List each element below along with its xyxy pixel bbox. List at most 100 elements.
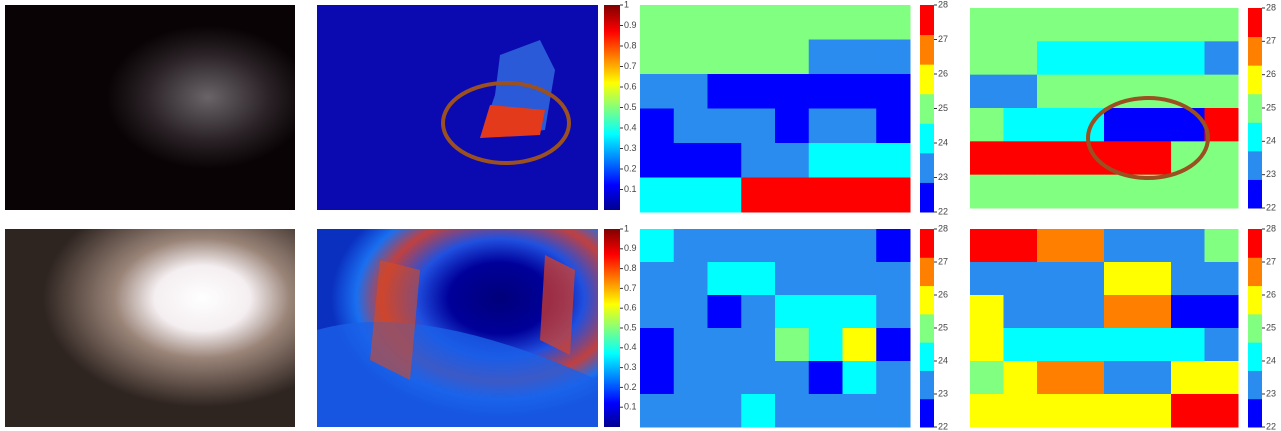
- heatmap-cell: [1205, 8, 1239, 42]
- heatmap-cell: [809, 109, 843, 144]
- tick-label: 0.7: [624, 61, 637, 71]
- heatmap-cell: [970, 8, 1004, 42]
- photo: [5, 229, 295, 427]
- tick-label: 1: [624, 223, 629, 233]
- colorbar-band: [1248, 122, 1262, 151]
- colorbar-band: [1248, 229, 1262, 258]
- heatmap-cell: [970, 328, 1004, 362]
- heatmap-cell: [1104, 295, 1138, 329]
- heatmap-cell: [876, 40, 910, 75]
- tick-label: 27: [938, 34, 948, 44]
- colorbar-band: [920, 342, 934, 371]
- heatmap-cell: [1037, 262, 1071, 296]
- colorbar-band: [920, 286, 934, 315]
- tick-label: 24: [938, 137, 948, 147]
- colorbar-band: [920, 399, 934, 428]
- heatmap-cell: [1004, 295, 1038, 329]
- heatmap-cell: [809, 394, 843, 428]
- heatmap-cell: [1171, 361, 1205, 395]
- tick-label: 22: [1266, 202, 1276, 212]
- heatmap-cell: [708, 361, 742, 395]
- colorbar-band: [920, 64, 934, 94]
- heatmap-cell: [1138, 108, 1172, 142]
- tick-label: 24: [1266, 136, 1276, 146]
- heatmap-cell: [1205, 328, 1239, 362]
- heatmap-cell: [809, 229, 843, 263]
- heatmap-cell: [708, 178, 742, 213]
- heatmap-cell: [1205, 394, 1239, 428]
- tick-label: 0.3: [624, 143, 637, 153]
- heatmap-cell: [741, 262, 775, 296]
- colorbar-band: [1248, 370, 1262, 399]
- heatmap-cell: [741, 109, 775, 144]
- heatmap-cell: [809, 74, 843, 109]
- colorbar-band: [920, 370, 934, 399]
- heatmap-cell: [741, 394, 775, 428]
- heatmap-cell: [1071, 75, 1105, 109]
- heatmap-cell: [843, 74, 877, 109]
- heatmap-cell: [876, 328, 910, 362]
- saliency-map: [317, 5, 598, 210]
- heatmap-cell: [775, 394, 809, 428]
- tick-label: 0.9: [624, 243, 637, 253]
- heatmap-cell: [1004, 141, 1038, 175]
- heatmap-cell: [1104, 108, 1138, 142]
- heatmap-cell: [1171, 295, 1205, 329]
- heatmap-cell: [1104, 361, 1138, 395]
- heatmap-cell: [1205, 75, 1239, 109]
- heatmap-cell: [1138, 8, 1172, 42]
- heatmap-cell: [775, 229, 809, 263]
- colorbar-band: [1248, 37, 1262, 66]
- heatmap-cell: [640, 74, 674, 109]
- heatmap-cell: [775, 262, 809, 296]
- heatmap-cell: [1071, 394, 1105, 428]
- heatmap-cell: [809, 262, 843, 296]
- heatmap-cell: [1138, 229, 1172, 263]
- heatmap-cell: [741, 74, 775, 109]
- heatmap-cell: [1205, 295, 1239, 329]
- tick-label: 22: [1266, 421, 1276, 431]
- heatmap-cell: [1104, 229, 1138, 263]
- heatmap-cell: [843, 295, 877, 329]
- heatmap-cell: [1004, 8, 1038, 42]
- heatmap-cell: [708, 262, 742, 296]
- tick-label: 1: [624, 0, 629, 9]
- heatmap-cell: [1171, 262, 1205, 296]
- heatmap-cell: [708, 5, 742, 40]
- tick-label: 0.5: [624, 322, 637, 332]
- heatmap-cell: [1104, 262, 1138, 296]
- heatmap-cell: [674, 262, 708, 296]
- heatmap-cell: [1037, 295, 1071, 329]
- heatmap-cell: [741, 328, 775, 362]
- heatmap-cell: [640, 143, 674, 178]
- heatmap-cell: [1171, 175, 1205, 209]
- heatmap-cell: [1205, 262, 1239, 296]
- heatmap-cell: [1037, 394, 1071, 428]
- heatmap-cell: [640, 5, 674, 40]
- heatmap-cell: [775, 178, 809, 213]
- heatmap-cell: [741, 178, 775, 213]
- heatmap-cell: [708, 295, 742, 329]
- heatmap-cell: [1004, 108, 1038, 142]
- heatmap-cell: [674, 328, 708, 362]
- heatmap-cell: [843, 178, 877, 213]
- heatmap-cell: [741, 361, 775, 395]
- heatmap-cell: [1138, 141, 1172, 175]
- heatmap-cell: [674, 143, 708, 178]
- heatmap-cell: [843, 262, 877, 296]
- colorbar-band: [920, 5, 934, 35]
- tick-label: 25: [938, 322, 948, 332]
- colorbar-band: [920, 257, 934, 286]
- tick-label: 26: [938, 68, 948, 78]
- heatmap-cell: [843, 361, 877, 395]
- heatmap-cell: [1104, 328, 1138, 362]
- heatmap-cell: [1171, 394, 1205, 428]
- heatmap-cell: [741, 5, 775, 40]
- heatmap-cell: [674, 229, 708, 263]
- heatmap-cell: [876, 74, 910, 109]
- colorbar-band: [920, 35, 934, 65]
- heatmap-cell: [843, 394, 877, 428]
- heatmap-cell: [1071, 262, 1105, 296]
- heatmap-cell: [674, 40, 708, 75]
- tick-label: 25: [1266, 322, 1276, 332]
